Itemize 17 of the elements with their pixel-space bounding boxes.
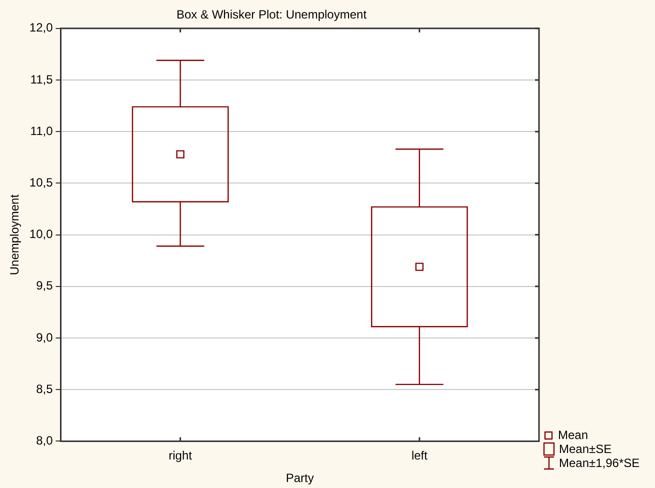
chart-title: Box & Whisker Plot: Unemployment: [176, 8, 368, 22]
text: Mean±1,96*SE: [559, 456, 640, 470]
y-tick-label: 11,5: [30, 72, 54, 86]
x-tick-label: left: [411, 448, 428, 463]
text: Mean: [558, 428, 588, 442]
y-tick-label: 9,5: [36, 278, 54, 293]
y-axis-title: Unemployment: [8, 194, 22, 276]
y-tick-label: 9,0: [36, 330, 54, 344]
y-tick-label: 8,0: [36, 434, 54, 448]
x-tick-label: right: [168, 448, 193, 463]
text: Mean±SE: [559, 442, 612, 456]
y-tick-label: 10,0: [29, 227, 54, 242]
y-tick-label: 11,0: [30, 124, 54, 138]
y-tick-label: 10,5: [29, 176, 54, 190]
y-tick-label: 8,5: [36, 382, 54, 396]
y-tick-label: 12,0: [29, 20, 54, 35]
x-axis-title: Party: [286, 471, 314, 486]
